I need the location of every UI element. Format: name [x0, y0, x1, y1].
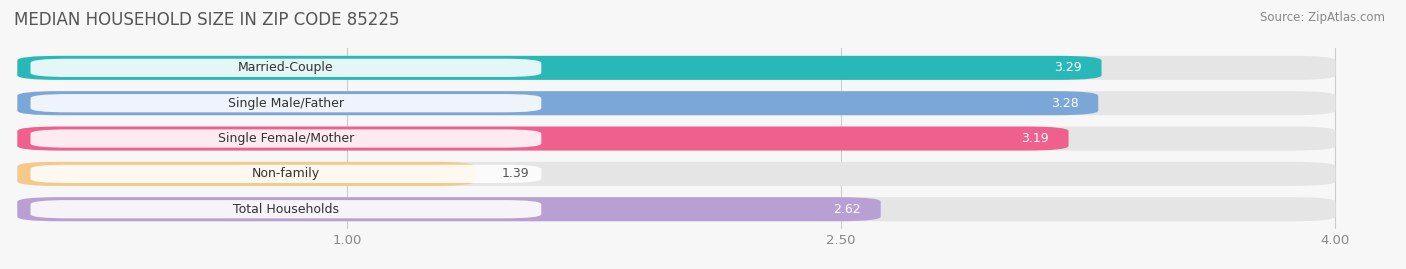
FancyBboxPatch shape: [17, 162, 475, 186]
Text: Source: ZipAtlas.com: Source: ZipAtlas.com: [1260, 11, 1385, 24]
Text: Single Female/Mother: Single Female/Mother: [218, 132, 354, 145]
Text: Total Households: Total Households: [233, 203, 339, 216]
Text: 3.28: 3.28: [1050, 97, 1078, 110]
FancyBboxPatch shape: [31, 200, 541, 218]
FancyBboxPatch shape: [17, 56, 1101, 80]
Text: Non-family: Non-family: [252, 167, 321, 180]
FancyBboxPatch shape: [31, 165, 541, 183]
Text: MEDIAN HOUSEHOLD SIZE IN ZIP CODE 85225: MEDIAN HOUSEHOLD SIZE IN ZIP CODE 85225: [14, 11, 399, 29]
FancyBboxPatch shape: [17, 162, 1336, 186]
FancyBboxPatch shape: [17, 197, 880, 221]
FancyBboxPatch shape: [17, 126, 1336, 151]
FancyBboxPatch shape: [17, 56, 1336, 80]
Text: 3.29: 3.29: [1054, 61, 1081, 74]
FancyBboxPatch shape: [31, 59, 541, 77]
FancyBboxPatch shape: [31, 129, 541, 148]
FancyBboxPatch shape: [17, 91, 1098, 115]
FancyBboxPatch shape: [17, 197, 1336, 221]
FancyBboxPatch shape: [17, 91, 1336, 115]
Text: Married-Couple: Married-Couple: [238, 61, 333, 74]
Text: Single Male/Father: Single Male/Father: [228, 97, 344, 110]
FancyBboxPatch shape: [17, 126, 1069, 151]
Text: 3.19: 3.19: [1021, 132, 1049, 145]
Text: 1.39: 1.39: [502, 167, 530, 180]
Text: 2.62: 2.62: [834, 203, 860, 216]
FancyBboxPatch shape: [31, 94, 541, 112]
